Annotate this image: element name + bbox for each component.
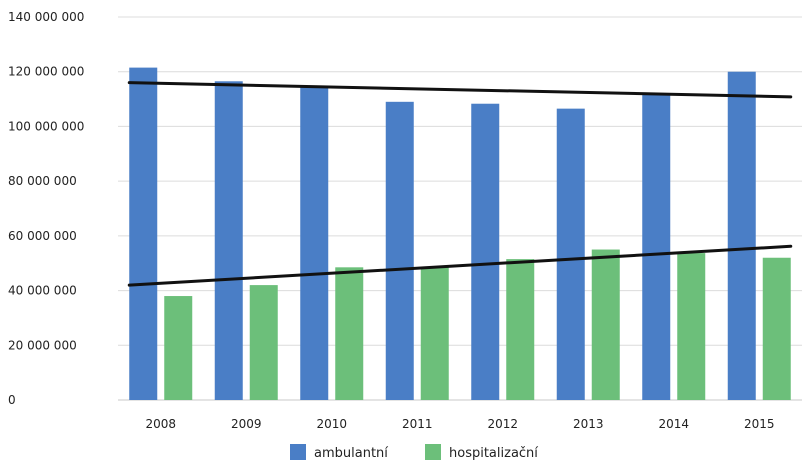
x-tick-label: 2011 [402, 417, 433, 431]
x-tick-label: 2009 [231, 417, 262, 431]
y-tick-label: 80 000 000 [8, 174, 77, 188]
bar-hospitalizacni-2013 [591, 249, 620, 400]
bar-hospitalizacni-2015 [762, 257, 791, 400]
x-axis-tick-labels: 2008 2009 2010 2011 2012 2013 2014 2015 [145, 417, 774, 431]
y-tick-label: 120 000 000 [8, 65, 84, 79]
legend-swatch-ambulantni [290, 444, 306, 460]
bar-ambulantni-2015 [727, 71, 756, 400]
x-tick-label: 2008 [145, 417, 176, 431]
x-tick-label: 2012 [487, 417, 518, 431]
bar-ambulantni-2011 [385, 101, 414, 401]
bars [129, 67, 791, 401]
bar-ambulantni-2012 [471, 103, 500, 401]
legend-swatch-hospitalizacni [425, 444, 441, 460]
trendline-hospitalizacni [127, 244, 793, 287]
x-tick-label: 2015 [744, 417, 775, 431]
y-axis-tick-labels: 0 20 000 000 40 000 000 60 000 000 80 000 00… [8, 10, 84, 407]
x-tick-label: 2010 [316, 417, 347, 431]
bar-ambulantni-2010 [300, 86, 329, 400]
x-tick-label: 2014 [658, 417, 689, 431]
y-tick-label: 40 000 000 [8, 284, 77, 298]
bar-ambulantni-2013 [556, 108, 585, 401]
bar-hospitalizacni-2011 [420, 267, 449, 400]
legend-label-ambulantni: ambulantní [314, 446, 388, 461]
bar-ambulantni-2014 [642, 94, 671, 400]
bar-ambulantni-2008 [129, 67, 158, 400]
y-tick-label: 140 000 000 [8, 10, 84, 24]
y-tick-label: 100 000 000 [8, 119, 84, 133]
bar-hospitalizacni-2009 [249, 285, 278, 400]
y-tick-label: 20 000 000 [8, 338, 77, 352]
bar-hospitalizacni-2012 [506, 259, 535, 400]
legend: ambulantní hospitalizační [290, 444, 538, 461]
y-tick-label: 0 [8, 393, 16, 407]
bar-hospitalizacni-2010 [335, 267, 364, 400]
bar-hospitalizacni-2008 [164, 296, 193, 400]
x-tick-label: 2013 [573, 417, 604, 431]
y-tick-label: 60 000 000 [8, 229, 77, 243]
trendlines [127, 81, 793, 287]
bar-ambulantni-2009 [214, 81, 243, 401]
legend-label-hospitalizacni: hospitalizační [449, 446, 538, 461]
bar-hospitalizacni-2014 [677, 253, 706, 400]
trendline-ambulantni [127, 81, 793, 99]
